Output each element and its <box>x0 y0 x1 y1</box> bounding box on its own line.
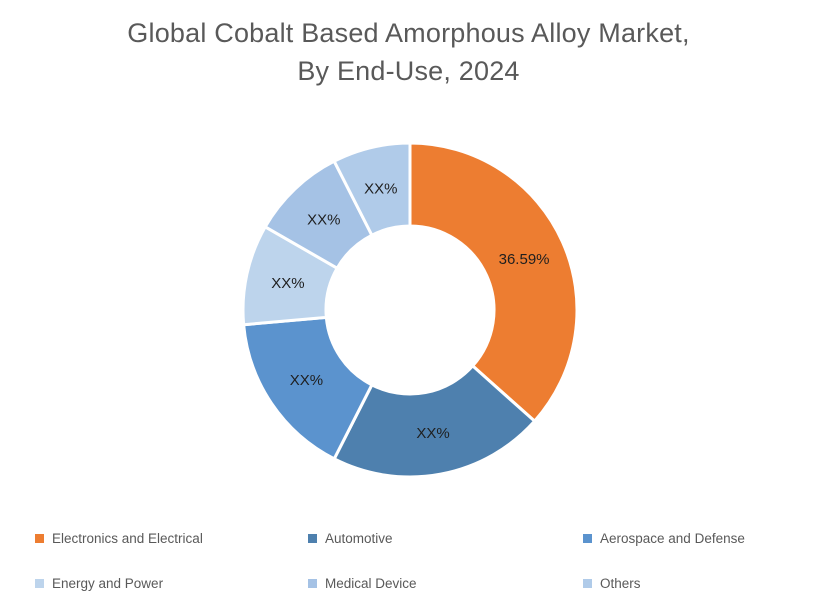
chart-title: Global Cobalt Based Amorphous Alloy Mark… <box>0 14 817 90</box>
chart-title-line1: Global Cobalt Based Amorphous Alloy Mark… <box>127 18 690 48</box>
slice-label-medical-device: XX% <box>307 211 340 228</box>
pie-slice-others <box>332 141 412 238</box>
pie-slice-automotive <box>332 363 537 479</box>
chart-title-line2: By End-Use, 2024 <box>297 56 520 86</box>
pie-slice-electronics-and-electrical <box>408 141 579 424</box>
slice-label-electronics-and-electrical: 36.59% <box>499 251 550 268</box>
slice-label-automotive: XX% <box>416 425 449 442</box>
slice-label-aerospace-and-defense: XX% <box>290 372 323 389</box>
slice-label-energy-and-power: XX% <box>271 275 304 292</box>
slice-label-others: XX% <box>364 180 397 197</box>
